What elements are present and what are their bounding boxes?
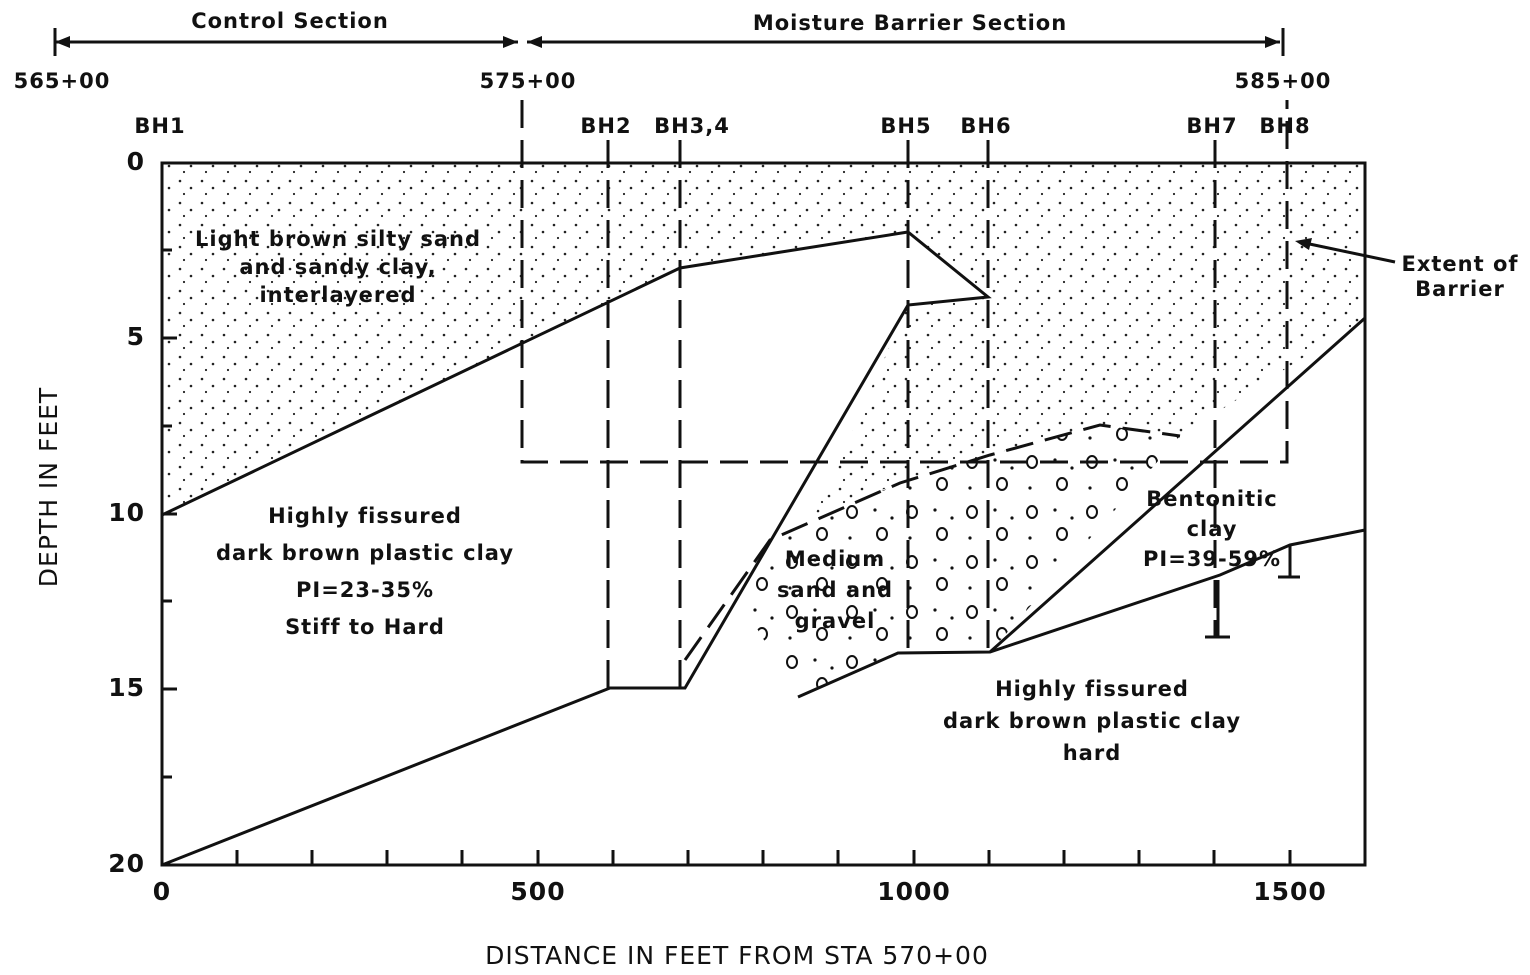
borehole-label: BH6 [960, 114, 1011, 138]
layer-label: sand and [777, 578, 893, 602]
layer-label: PI=39-59% [1143, 547, 1281, 571]
station-label: 575+00 [480, 69, 577, 93]
borehole-label: BH8 [1259, 114, 1310, 138]
layer-label: Highly fissured [995, 677, 1189, 701]
layer-label: interlayered [259, 283, 416, 307]
layer-label: Highly fissured [268, 504, 462, 528]
borehole-label: BH5 [880, 114, 931, 138]
station-label: 565+00 [14, 69, 111, 93]
y-tick-label: 5 [127, 322, 145, 351]
layer-label: dark brown plastic clay [943, 709, 1241, 733]
layer-label: Light brown silty sand [195, 227, 481, 251]
borehole-label: BH1 [134, 114, 185, 138]
layer-label: gravel [795, 609, 876, 633]
layer-label: dark brown plastic clay [216, 541, 514, 565]
y-axis-title: DEPTH IN FEET [34, 387, 63, 587]
x-tick-label: 0 [153, 877, 171, 906]
y-tick-label: 20 [108, 849, 145, 878]
layer-label: Medium [785, 547, 885, 571]
layer-label: and sandy clay, [239, 255, 436, 279]
layer-label: PI=23-35% [296, 578, 434, 602]
borehole-label: BH3,4 [654, 114, 730, 138]
layer-label: Stiff to Hard [285, 615, 445, 639]
x-tick-label: 500 [510, 877, 565, 906]
cross-section: Control Section Moisture Barrier Section… [0, 0, 1530, 975]
annotation: Extent of [1401, 252, 1518, 276]
y-tick-label: 0 [127, 147, 145, 176]
borehole-label: BH2 [580, 114, 631, 138]
y-tick-label: 15 [108, 673, 145, 702]
y-tick-label: 10 [108, 498, 145, 527]
x-tick-label: 1500 [1253, 877, 1327, 906]
x-axis-title: DISTANCE IN FEET FROM STA 570+00 [485, 941, 989, 970]
annotation: Barrier [1415, 277, 1505, 301]
station-label: 585+00 [1235, 69, 1332, 93]
layer-label: Bentonitic [1146, 487, 1278, 511]
section-label: Moisture Barrier Section [753, 11, 1067, 35]
layer-label: clay [1187, 517, 1238, 541]
layer-label: hard [1063, 741, 1122, 765]
borehole-label: BH7 [1186, 114, 1237, 138]
section-label: Control Section [191, 9, 389, 33]
x-tick-label: 1000 [877, 877, 951, 906]
